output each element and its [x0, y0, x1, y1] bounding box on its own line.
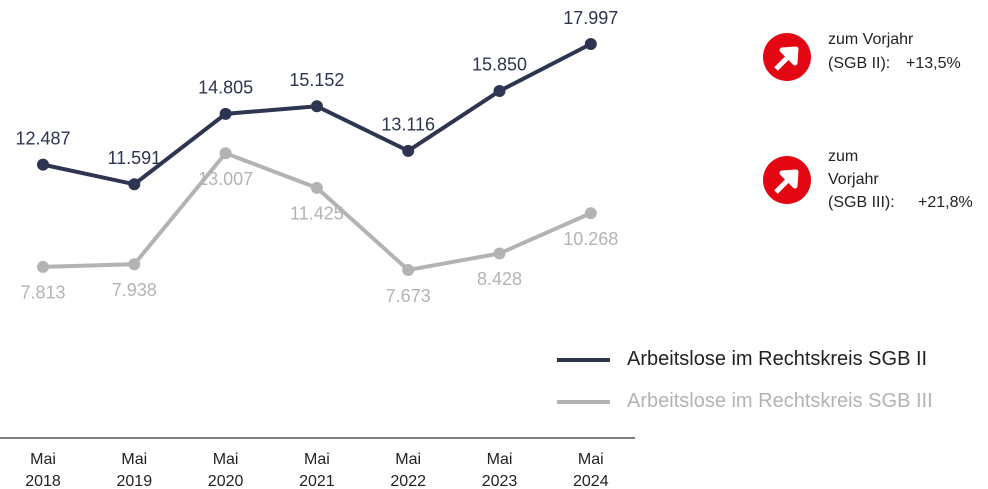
- data-label: 15.152: [289, 70, 344, 90]
- icon: [763, 33, 811, 81]
- data-point: [493, 247, 506, 260]
- x-tick-label: Mai 2020: [207, 451, 244, 489]
- data-point: [402, 144, 415, 157]
- data-point: [37, 158, 49, 171]
- annotation-value: +21,8%: [918, 194, 973, 211]
- data-label: 10.268: [563, 229, 618, 249]
- x-tick-label: Mai 2023: [481, 451, 518, 489]
- data-point: [493, 84, 506, 97]
- annotation-text: zum Vorjahr: [828, 31, 914, 48]
- x-tick-label: Mai 2022: [390, 451, 426, 489]
- data-label: 8.428: [477, 269, 522, 289]
- data-point: [310, 100, 323, 113]
- data-point: [584, 207, 597, 220]
- x-tick-label: Mai 2024: [573, 451, 609, 489]
- data-point: [584, 38, 597, 50]
- data-point: [219, 147, 232, 160]
- x-tick-label: Mai 2019: [116, 451, 153, 489]
- data-point: [37, 260, 49, 273]
- legend-label: Arbeitslose im Rechtskreis SGB III: [627, 390, 933, 412]
- x-tick-label: Mai 2018: [25, 451, 61, 489]
- data-label: 7.938: [112, 280, 157, 300]
- annotation-label: (SGB II):: [828, 55, 891, 72]
- data-point: [310, 181, 323, 194]
- data-label: 14.805: [198, 78, 253, 98]
- data-label: 12.487: [15, 128, 70, 148]
- data-label: 7.813: [20, 283, 65, 303]
- data-label: 11.591: [107, 148, 161, 168]
- data-point: [402, 264, 415, 276]
- data-label: 11.425: [290, 204, 344, 224]
- data-label: 17.997: [563, 8, 618, 28]
- data-point: [128, 258, 141, 271]
- x-tick-label: Mai 2021: [299, 451, 335, 489]
- data-label: 13.007: [198, 169, 253, 189]
- annotation-value: +13,5%: [906, 55, 961, 72]
- icon: [763, 156, 811, 204]
- data-label: 13.116: [381, 115, 435, 135]
- data-point: [219, 107, 232, 120]
- data-label: 7.673: [386, 286, 431, 306]
- legend-label: Arbeitslose im Rechtskreis SGB II: [627, 348, 928, 370]
- data-point: [128, 178, 141, 191]
- data-label: 15.850: [472, 55, 527, 75]
- annotation-label: (SGB III):: [828, 194, 895, 211]
- annotation-text: zum Vorjahr: [828, 148, 879, 188]
